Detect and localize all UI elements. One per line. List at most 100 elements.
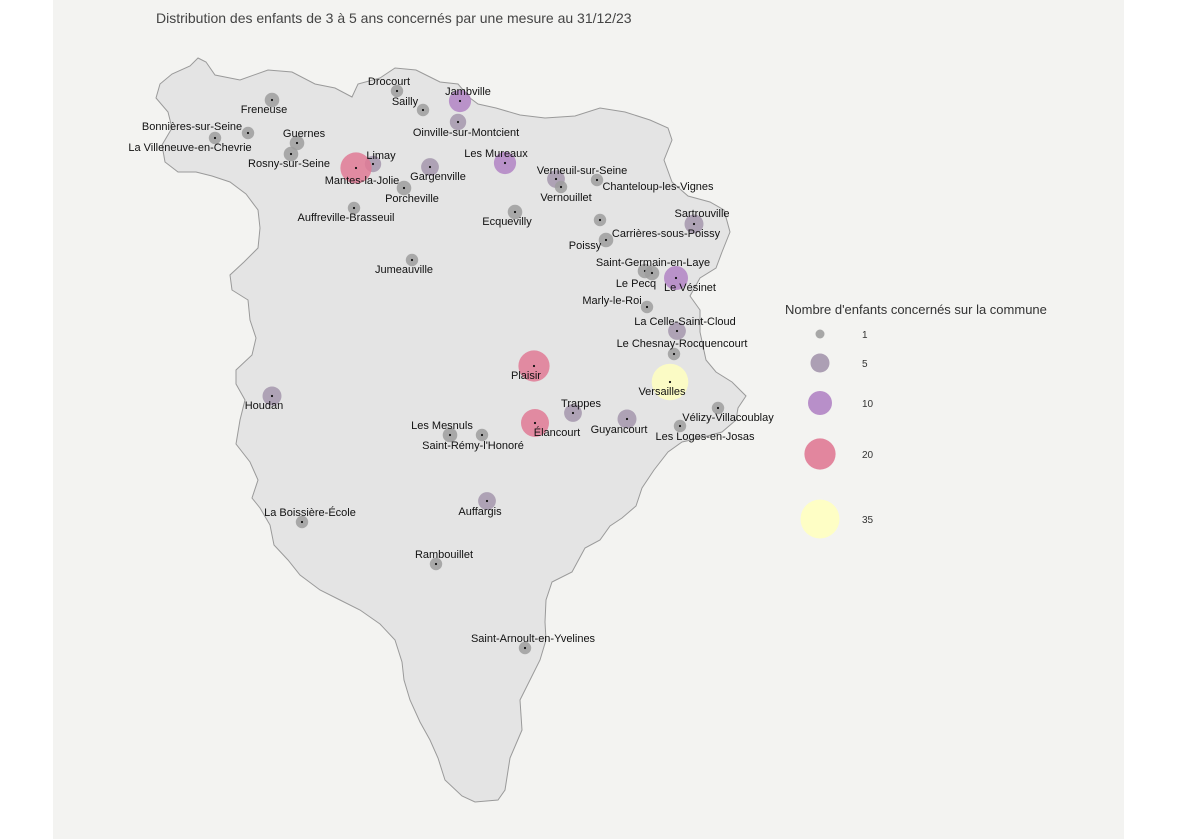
label-vernouillet: Vernouillet <box>540 192 591 204</box>
legend-bubble-5 <box>810 353 830 373</box>
label-sailly: Sailly <box>392 96 419 108</box>
centroid-le-chesnay-rocquencourt <box>672 352 676 356</box>
label-guyancourt: Guyancourt <box>591 424 648 436</box>
centroid-elancourt <box>533 421 537 425</box>
label-trappes: Trappes <box>561 398 601 410</box>
legend-value-35: 35 <box>862 515 874 526</box>
label-bonnieres-sur-seine: Bonnières-sur-Seine <box>142 121 242 133</box>
legend-value-10: 10 <box>862 399 874 410</box>
centroid-les-loges-en-josas <box>678 424 682 428</box>
label-carrieres-sous-poissy: Carrières-sous-Poissy <box>612 228 721 240</box>
label-drocourt: Drocourt <box>368 76 410 88</box>
label-le-chesnay-rocquencourt: Le Chesnay-Rocquencourt <box>617 338 748 350</box>
label-le-vesinet: Le Vésinet <box>664 282 716 294</box>
commune-labels: Drocourt Sailly Jambville Freneuse Bonnières… <box>128 76 774 645</box>
centroid-les-mesnuls <box>448 433 452 437</box>
label-versailles: Versailles <box>638 386 686 398</box>
legend-value-1: 1 <box>862 330 868 341</box>
label-rambouillet: Rambouillet <box>415 549 473 561</box>
label-oinville-sur-montcient: Oinville-sur-Montcient <box>413 127 519 139</box>
centroid-le-vesinet <box>674 276 678 280</box>
centroid-marly-le-roi <box>645 305 649 309</box>
label-les-mesnuls: Les Mesnuls <box>411 420 473 432</box>
label-limay: Limay <box>366 150 396 162</box>
label-verneuil-sur-seine: Verneuil-sur-Seine <box>537 165 628 177</box>
label-ecquevilly: Ecquevilly <box>482 216 532 228</box>
label-la-boissiere-ecole: La Boissière-École <box>264 506 356 519</box>
centroid-jambville <box>458 99 462 103</box>
centroid-oinville-sur-montcient <box>456 120 460 124</box>
label-gargenville: Gargenville <box>410 171 466 183</box>
centroid-gargenville <box>428 165 432 169</box>
centroid-vernouillet <box>559 185 563 189</box>
label-la-celle-saint-cloud: La Celle-Saint-Cloud <box>634 316 736 328</box>
label-le-pecq: Le Pecq <box>616 278 656 290</box>
centroid-houdan <box>270 394 274 398</box>
label-saint-germain-en-laye: Saint-Germain-en-Laye <box>596 257 710 269</box>
label-les-mureaux: Les Mureaux <box>464 148 528 160</box>
centroid-auffreville-brasseuil <box>352 206 356 210</box>
label-freneuse: Freneuse <box>241 104 287 116</box>
size-legend: Nombre d'enfants concernés sur la commun… <box>785 302 1047 539</box>
centroid-les-mureaux <box>503 161 507 165</box>
centroid-la-villeneuve-en-chevrie <box>213 136 217 140</box>
label-poissy: Poissy <box>569 240 602 252</box>
centroid-auffargis <box>485 499 489 503</box>
label-jumeauville: Jumeauville <box>375 264 433 276</box>
legend-value-20: 20 <box>862 450 874 461</box>
label-elancourt: Élancourt <box>534 426 580 439</box>
label-rosny-sur-seine: Rosny-sur-Seine <box>248 158 330 170</box>
label-auffargis: Auffargis <box>458 506 502 518</box>
centroid-versailles <box>668 380 672 384</box>
centroid-rosny-sur-seine <box>289 152 293 156</box>
legend-bubble-10 <box>808 391 832 415</box>
legend-bubble-20 <box>804 438 836 470</box>
centroid-le-pecq <box>650 271 654 275</box>
label-porcheville: Porcheville <box>385 193 439 205</box>
legend-bubble-1 <box>815 329 825 339</box>
centroid-drocourt <box>395 89 399 93</box>
centroid-guernes <box>295 141 299 145</box>
centroid-saint-arnoult-en-yvelines <box>523 646 527 650</box>
label-la-villeneuve-en-chevrie: La Villeneuve-en-Chevrie <box>128 142 251 154</box>
centroid-sailly <box>421 108 425 112</box>
label-sartrouville: Sartrouville <box>674 208 729 220</box>
label-saint-remy-l-honore: Saint-Rémy-l'Honoré <box>422 440 524 452</box>
label-les-loges-en-josas: Les Loges-en-Josas <box>655 431 755 443</box>
centroid-la-boissiere-ecole <box>300 520 304 524</box>
centroid-la-celle-saint-cloud <box>675 329 679 333</box>
centroid-ecquevilly <box>513 210 517 214</box>
label-marly-le-roi: Marly-le-Roi <box>582 295 641 307</box>
centroid-sartrouville <box>692 222 696 226</box>
label-saint-arnoult-en-yvelines: Saint-Arnoult-en-Yvelines <box>471 633 596 645</box>
centroid-freneuse <box>270 98 274 102</box>
centroid-saint-remy-l-honore <box>480 433 484 437</box>
centroid-bonnieres-sur-seine <box>246 131 250 135</box>
label-guernes: Guernes <box>283 128 326 140</box>
centroid-carrieres-sous-poissy <box>598 218 602 222</box>
centroid-jumeauville <box>410 258 414 262</box>
label-jambville: Jambville <box>445 86 491 98</box>
legend-title: Nombre d'enfants concernés sur la commun… <box>785 302 1047 317</box>
commune-bubbles <box>208 84 725 655</box>
label-velizy-villacoublay: Vélizy-Villacoublay <box>682 412 774 424</box>
centroid-guyancourt <box>625 417 629 421</box>
legend-bubble-35 <box>800 499 840 539</box>
centroid-porcheville <box>402 186 406 190</box>
label-houdan: Houdan <box>245 400 284 412</box>
label-chanteloup-les-vignes: Chanteloup-les-Vignes <box>602 181 714 193</box>
centroid-plaisir <box>532 364 536 368</box>
centroid-rambouillet <box>434 562 438 566</box>
centroid-limay <box>371 162 375 166</box>
centroid-verneuil-sur-seine <box>554 177 558 181</box>
map-title: Distribution des enfants de 3 à 5 ans co… <box>156 10 632 26</box>
centroid-chanteloup-les-vignes <box>595 178 599 182</box>
label-auffreville-brasseuil: Auffreville-Brasseuil <box>297 212 394 224</box>
centroid-mantes-la-jolie <box>354 166 358 170</box>
label-plaisir: Plaisir <box>511 370 541 382</box>
label-mantes-la-jolie: Mantes-la-Jolie <box>325 175 400 187</box>
legend-value-5: 5 <box>862 359 868 370</box>
centroid-poissy <box>604 238 608 242</box>
centroid-velizy-villacoublay <box>716 406 720 410</box>
